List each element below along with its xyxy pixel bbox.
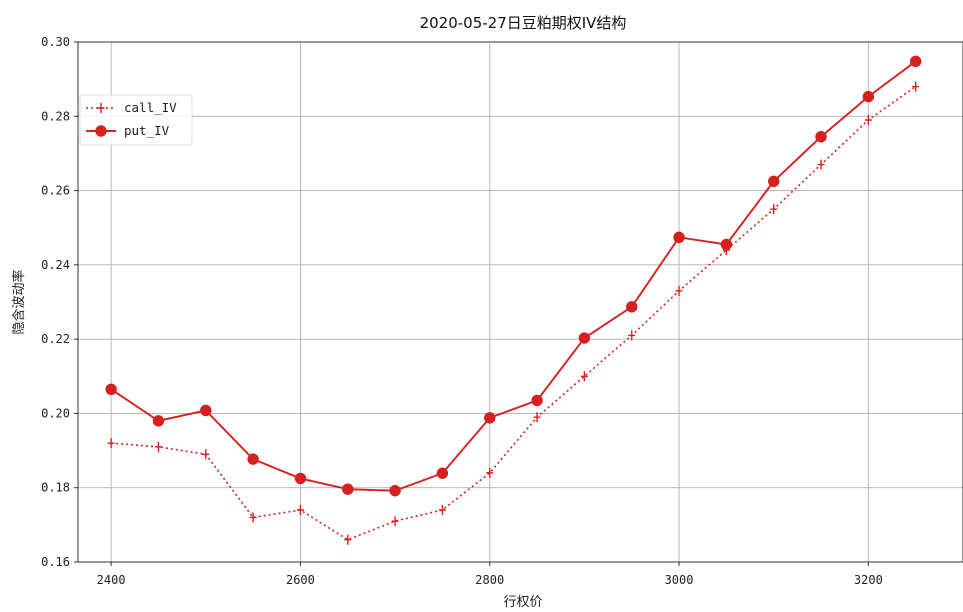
data-point-call_IV (344, 534, 352, 545)
data-point-call_IV (770, 204, 778, 215)
data-point-call_IV (580, 371, 588, 382)
legend-entry-call_IV: call_IV (86, 100, 177, 115)
y-tick-label: 0.30 (41, 35, 70, 49)
legend-label-put_IV: put_IV (124, 123, 170, 138)
ticks: 2400 2600 2800 3000 3200 0.16 0.18 0.20 0.22 0.24… (41, 35, 883, 587)
series-call_IV (107, 81, 920, 545)
data-point-call_IV (249, 512, 257, 523)
y-tick-label: 0.26 (41, 184, 70, 198)
series-layer (105, 55, 922, 545)
data-point-put_IV (673, 231, 685, 244)
series-line-call_IV (111, 85, 917, 541)
chart-title: 2020-05-27日豆粕期权IV结构 (420, 14, 627, 32)
data-point-put_IV (909, 55, 922, 68)
data-point-call_IV (912, 81, 920, 92)
y-tick-label: 0.24 (41, 258, 70, 272)
data-point-call_IV (628, 330, 636, 341)
plot-frame (77, 41, 963, 563)
data-point-call_IV (202, 449, 210, 460)
data-point-put_IV (484, 412, 496, 424)
x-tick-label: 2600 (286, 573, 315, 587)
data-point-call_IV (864, 115, 872, 125)
y-tick-label: 0.16 (41, 555, 70, 569)
legend-entry-put_IV: put_IV (86, 123, 170, 138)
series-line-put_IV (110, 60, 917, 492)
data-point-put_IV (626, 301, 638, 313)
y-tick-label: 0.18 (41, 481, 70, 495)
y-tick-label: 0.20 (41, 406, 70, 420)
x-tick-label: 3000 (665, 573, 694, 587)
data-point-put_IV (95, 125, 107, 137)
data-point-call_IV (296, 505, 304, 515)
data-point-put_IV (294, 472, 307, 485)
data-point-put_IV (815, 131, 827, 143)
x-tick-label: 2400 (97, 573, 126, 587)
data-point-put_IV (862, 90, 875, 103)
data-point-call_IV (817, 159, 825, 170)
data-point-put_IV (531, 394, 543, 407)
x-axis-label: 行权价 (503, 594, 542, 610)
series-put_IV (105, 55, 922, 497)
legend: call_IV put_IV (79, 94, 193, 146)
data-point-put_IV (247, 453, 259, 465)
data-point-call_IV (107, 438, 115, 449)
x-tick-label: 3200 (854, 573, 883, 587)
data-point-put_IV (152, 415, 165, 427)
data-point-put_IV (436, 467, 449, 479)
grid (78, 41, 963, 563)
y-tick-label: 0.22 (41, 332, 70, 346)
data-point-put_IV (767, 175, 780, 187)
data-point-put_IV (578, 332, 591, 344)
x-tick-label: 2800 (475, 573, 504, 587)
data-point-call_IV (391, 516, 399, 527)
y-tick-label: 0.28 (41, 109, 70, 123)
data-point-put_IV (200, 404, 212, 417)
data-point-call_IV (97, 103, 105, 113)
data-point-call_IV (486, 467, 494, 478)
data-point-put_IV (389, 484, 401, 497)
data-point-put_IV (105, 383, 117, 395)
legend-label-call_IV: call_IV (124, 100, 177, 115)
y-axis-label: 隐含波动率 (11, 269, 27, 334)
data-point-call_IV (675, 285, 683, 296)
data-point-call_IV (438, 505, 446, 515)
data-point-call_IV (154, 441, 162, 452)
data-point-put_IV (720, 238, 733, 251)
data-point-call_IV (533, 412, 541, 423)
data-point-put_IV (342, 483, 354, 495)
